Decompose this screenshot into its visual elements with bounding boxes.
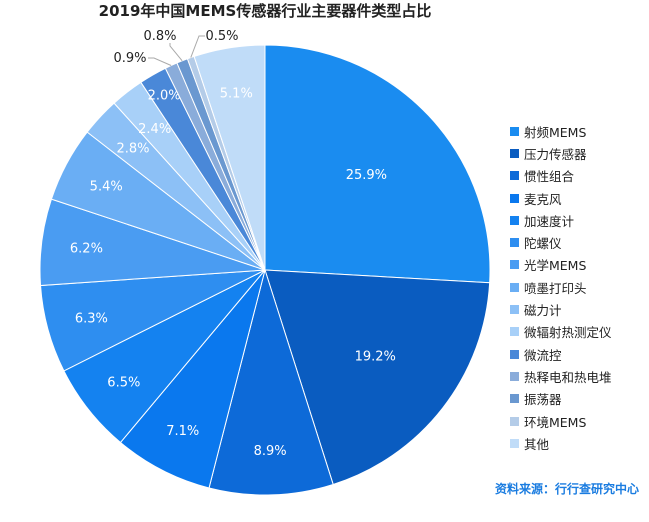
data-label: 2.4% (138, 122, 171, 137)
legend-item: 陀螺仪 (510, 231, 612, 253)
source-note: 资料来源：行行查研究中心 (494, 482, 639, 496)
legend-swatch (510, 416, 519, 426)
legend-item: 微辐射热测定仪 (510, 321, 612, 343)
legend-swatch (510, 215, 519, 225)
pie-slice (264, 269, 491, 486)
data-label: 2.0% (148, 88, 181, 103)
legend-label: 其他 (524, 436, 550, 452)
data-label: 6.2% (70, 241, 103, 256)
legend-label: 环境MEMS (524, 414, 587, 430)
legend-item: 加速度计 (510, 209, 612, 231)
legend-item: 射频MEMS (510, 120, 612, 142)
legend-label: 麦克风 (524, 191, 562, 207)
legend-swatch (510, 193, 519, 203)
legend-item: 喷墨打印头 (510, 276, 612, 298)
pie-chart: 25.9% 19.2% 8.9% 7.1% 6.5% 6.3% 6.2% 5.4% 2.8% 2.… (39, 29, 491, 496)
data-label: 6.5% (107, 376, 140, 391)
legend-item: 振荡器 (510, 388, 612, 410)
legend-swatch (510, 371, 519, 381)
legend: 射频MEMS 压力传感器惯性组合麦克风加速度计陀螺仪光学MEMS 喷墨打印头磁力计微… (510, 120, 612, 454)
legend-item: 光学MEMS (510, 254, 612, 276)
leader-line (190, 35, 205, 58)
legend-item: 磁力计 (510, 298, 612, 320)
legend-swatch (510, 148, 519, 158)
legend-swatch (510, 349, 519, 359)
legend-label: 惯性组合 (524, 169, 575, 185)
legend-label: 微辐射热测定仪 (524, 325, 612, 341)
legend-swatch (510, 438, 519, 448)
data-label: 19.2% (355, 350, 396, 365)
data-label: 0.5% (205, 29, 238, 44)
legend-item: 其他 (510, 432, 612, 454)
legend-swatch (510, 305, 519, 315)
legend-item: 麦克风 (510, 187, 612, 209)
legend-label: 压力传感器 (524, 146, 587, 162)
legend-label: 光学MEMS (524, 258, 587, 274)
pie-slice (264, 44, 491, 284)
legend-label: 振荡器 (524, 392, 562, 408)
legend-swatch (510, 327, 519, 337)
legend-swatch (510, 126, 519, 136)
legend-item: 压力传感器 (510, 142, 612, 164)
pie-slice (208, 268, 334, 496)
data-label: 5.4% (90, 179, 123, 194)
legend-label: 陀螺仪 (524, 236, 562, 252)
legend-swatch (510, 394, 519, 404)
legend-swatch (510, 260, 519, 270)
legend-label: 射频MEMS (524, 124, 587, 140)
legend-swatch (510, 238, 519, 248)
legend-swatch (510, 282, 519, 292)
legend-label: 微流控 (524, 347, 562, 363)
legend-label: 磁力计 (524, 303, 562, 319)
pie-slice (193, 44, 266, 271)
legend-label: 热释电和热电堆 (524, 369, 612, 385)
data-label: 0.9% (113, 51, 146, 66)
data-label: 6.3% (75, 311, 108, 326)
leader-line (169, 43, 183, 62)
legend-label: 加速度计 (524, 213, 575, 229)
legend-item: 环境MEMS (510, 410, 612, 432)
data-label: 25.9% (346, 168, 387, 183)
data-label: 5.1% (220, 86, 253, 101)
leader-line (148, 57, 172, 66)
pie-slice (119, 269, 266, 489)
legend-item: 热释电和热电堆 (510, 365, 612, 387)
legend-label: 喷墨打印头 (524, 280, 587, 296)
data-label: 7.1% (166, 424, 199, 439)
chart-title: 2019年中国MEMS传感器行业主要器件类型占比 (98, 2, 432, 20)
legend-swatch (510, 171, 519, 181)
legend-item: 微流控 (510, 343, 612, 365)
data-label: 2.8% (116, 142, 149, 157)
data-label: 8.9% (254, 444, 287, 459)
data-label: 0.8% (143, 29, 176, 44)
legend-item: 惯性组合 (510, 165, 612, 187)
